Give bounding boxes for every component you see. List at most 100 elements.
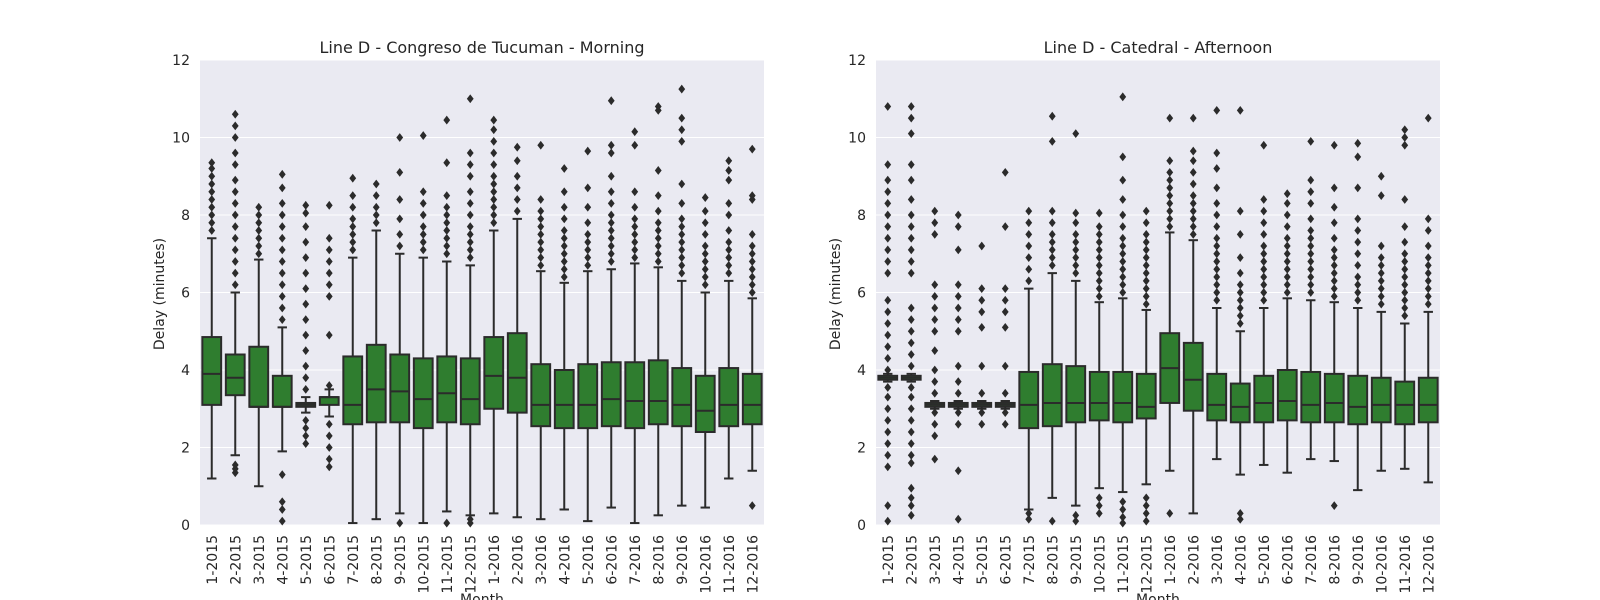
outlier-point xyxy=(1025,508,1033,518)
box-1-2016 xyxy=(1159,113,1181,518)
outlier-point xyxy=(513,183,521,193)
outlier-point xyxy=(231,210,239,220)
outlier-point xyxy=(884,187,892,197)
outlier-point xyxy=(325,291,333,301)
outlier-point xyxy=(654,166,662,175)
outlier-point xyxy=(1166,222,1174,232)
outlier-point xyxy=(443,226,451,235)
outlier-point xyxy=(954,291,962,301)
outlier-point xyxy=(1166,206,1174,216)
outlier-point xyxy=(302,222,310,232)
outlier-point xyxy=(443,518,451,528)
x-tick-label: 11-2015 xyxy=(440,535,456,594)
outlier-point xyxy=(907,450,915,460)
x-tick-label: 5-2016 xyxy=(581,535,597,585)
outlier-point xyxy=(1189,222,1197,232)
iqr-box xyxy=(1347,374,1369,426)
x-tick-label: 11-2015 xyxy=(1116,535,1132,594)
iqr-box xyxy=(694,374,716,433)
outlier-point xyxy=(1424,214,1432,224)
outlier-point xyxy=(1236,288,1244,297)
outlier-point xyxy=(1401,125,1409,135)
x-tick-label: 5-2015 xyxy=(299,535,315,585)
outlier-point xyxy=(443,233,451,243)
outlier-point xyxy=(884,268,892,278)
outlier-point xyxy=(1095,245,1103,255)
outlier-point xyxy=(678,260,686,270)
outlier-point xyxy=(1236,229,1244,239)
iqr-box xyxy=(1088,370,1110,422)
outlier-point xyxy=(954,377,962,387)
outlier-point xyxy=(1213,148,1221,158)
x-tick-label: 12-2015 xyxy=(463,535,479,594)
outlier-point xyxy=(748,272,756,282)
y-tick-label: 4 xyxy=(181,363,190,379)
outlier-point xyxy=(1424,241,1432,251)
outlier-point xyxy=(678,245,686,255)
outlier-point xyxy=(931,218,939,228)
iqr-box xyxy=(1018,370,1040,430)
outlier-point xyxy=(701,218,709,228)
outlier-point xyxy=(701,206,709,216)
outlier-point xyxy=(396,518,404,528)
outlier-point xyxy=(1095,229,1103,239)
box-1-2016 xyxy=(483,115,505,515)
outlier-point xyxy=(1307,241,1315,251)
box-11-2015 xyxy=(436,115,458,528)
outlier-point xyxy=(349,229,357,239)
outlier-point xyxy=(631,214,639,224)
outlier-point xyxy=(1142,206,1150,216)
outlier-point xyxy=(978,388,986,398)
outlier-point xyxy=(1354,272,1362,282)
outlier-point xyxy=(1119,92,1127,102)
outlier-point xyxy=(255,226,263,235)
outlier-point xyxy=(678,268,686,278)
outlier-point xyxy=(931,388,939,398)
outlier-point xyxy=(907,350,915,359)
iqr-box xyxy=(483,336,505,410)
outlier-point xyxy=(1260,229,1268,239)
outlier-point xyxy=(1166,175,1174,185)
outlier-point xyxy=(1025,264,1033,274)
x-tick-label: 9-2015 xyxy=(393,535,409,585)
outlier-point xyxy=(302,423,310,433)
outlier-point xyxy=(1330,233,1338,243)
outlier-point xyxy=(560,272,568,282)
box-6-2016 xyxy=(600,96,622,509)
outlier-point xyxy=(1213,288,1221,297)
outlier-point xyxy=(278,233,286,243)
outlier-point xyxy=(208,164,216,173)
outlier-point xyxy=(560,214,568,224)
outlier-point xyxy=(325,245,333,255)
outlier-point xyxy=(278,257,286,266)
outlier-point xyxy=(1095,284,1103,294)
outlier-point xyxy=(1142,501,1150,511)
outlier-point xyxy=(884,295,892,305)
outlier-point xyxy=(560,249,568,259)
outlier-point xyxy=(396,229,404,239)
outlier-point xyxy=(302,299,310,309)
outlier-point xyxy=(1283,233,1291,243)
iqr-box xyxy=(1370,376,1392,424)
outlier-point xyxy=(884,342,892,352)
outlier-point xyxy=(1283,257,1291,266)
outlier-point xyxy=(584,260,592,270)
outlier-point xyxy=(466,222,474,232)
x-axis-label: Month xyxy=(460,592,504,600)
outlier-point xyxy=(931,291,939,301)
outlier-point xyxy=(907,102,915,111)
outlier-point xyxy=(372,179,380,189)
outlier-point xyxy=(954,315,962,325)
outlier-point xyxy=(278,222,286,232)
outlier-point xyxy=(1283,210,1291,220)
outlier-point xyxy=(1095,493,1103,503)
outlier-point xyxy=(1048,516,1056,526)
outlier-point xyxy=(1142,508,1150,518)
outlier-point xyxy=(954,361,962,371)
outlier-point xyxy=(302,431,310,441)
outlier-point xyxy=(1377,284,1385,294)
outlier-point xyxy=(678,113,686,123)
box-8-2015 xyxy=(1041,111,1063,526)
outlier-point xyxy=(1025,229,1033,239)
outlier-point xyxy=(1236,268,1244,278)
